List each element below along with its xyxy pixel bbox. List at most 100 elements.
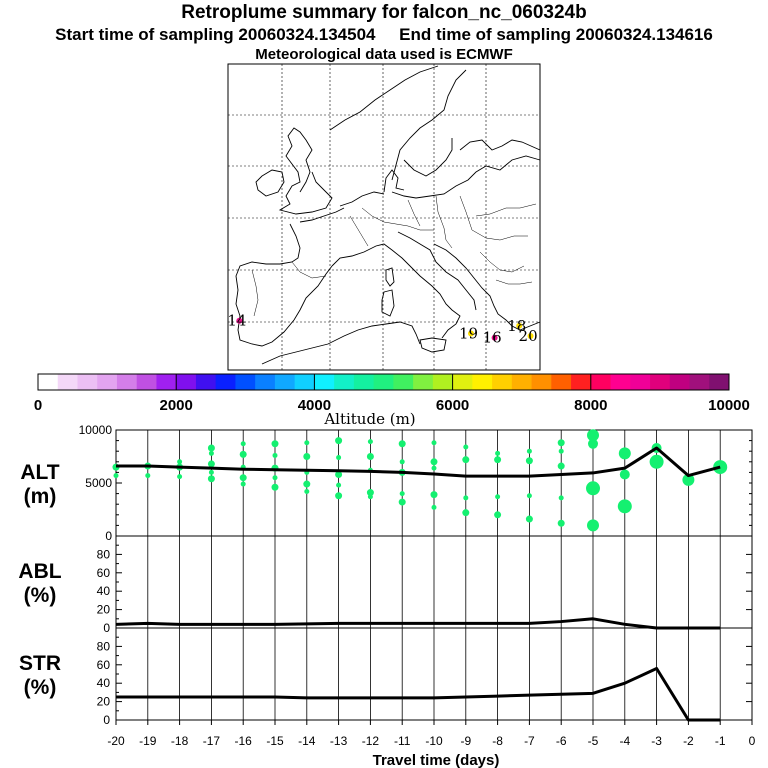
alt-spread-point <box>399 491 405 497</box>
x-axis-tick-label: -1 <box>715 734 726 748</box>
str-panel: 80 60 40 20 0 STR (%) <box>19 627 753 727</box>
alt-spread-point <box>494 511 502 519</box>
alt-spread-point <box>272 475 278 481</box>
colorbar-swatch <box>531 374 552 390</box>
map-trajectory-marker <box>516 322 523 329</box>
abl-panel-label-line: ABL <box>18 560 61 583</box>
alt-spread-point <box>525 515 533 523</box>
map-trajectory-label: 19 <box>459 324 478 342</box>
alt-spread-point <box>588 438 598 449</box>
alt-spread-point <box>271 440 279 448</box>
colorbar-swatch <box>669 374 690 390</box>
colorbar-swatch <box>590 374 611 390</box>
x-axis-tick-label: -14 <box>298 734 316 748</box>
map-trajectory-label: 16 <box>483 329 502 347</box>
alt-spread-point <box>649 454 664 469</box>
alt-spread-point <box>335 437 343 445</box>
alt-spread-point <box>526 448 532 454</box>
alt-spread-point <box>431 465 437 471</box>
str-panel-label-line: (%) <box>24 676 57 699</box>
alt-spread-point <box>587 519 599 532</box>
colorbar-swatch <box>334 374 355 390</box>
x-axis-tick-label: -11 <box>394 734 411 748</box>
map-trajectory-label: 20 <box>519 327 538 345</box>
colorbar-swatch <box>353 374 375 390</box>
alt-panel-label-line: ALT <box>20 461 59 484</box>
alt-spread-point <box>272 452 278 458</box>
abl-panel-label-line: (%) <box>24 584 57 607</box>
colorbar-swatch <box>57 374 78 390</box>
colorbar-swatch <box>97 374 118 390</box>
alt-spread-point <box>525 457 533 465</box>
map-trajectory-marker <box>236 317 243 324</box>
colorbar-tick-label: 2000 <box>160 397 193 414</box>
colorbar-swatch <box>551 374 572 390</box>
alt-spread-point <box>208 469 214 475</box>
colorbar-swatch <box>432 374 453 390</box>
alt-spread-point <box>271 483 279 491</box>
alt-spread-point <box>586 481 600 496</box>
x-axis-label: Travel time (days) <box>373 752 500 768</box>
colorbar-swatch <box>255 374 276 390</box>
alt-spread-point <box>587 429 599 442</box>
alt-y-tick-label: 10000 <box>79 423 113 437</box>
abl-y-tick-label: 80 <box>97 547 111 561</box>
map-trajectory-marker <box>467 330 474 337</box>
alt-spread-point <box>430 491 438 499</box>
colorbar-swatch <box>472 374 493 390</box>
alt-spread-point <box>430 458 438 466</box>
colorbar-swatch <box>630 374 651 390</box>
colorbar-swatch <box>274 374 296 390</box>
alt-spread-point <box>207 475 215 483</box>
colorbar-swatch <box>610 374 631 390</box>
alt-spread-point <box>495 494 501 500</box>
alt-spread-point <box>682 473 695 486</box>
abl-y-tick-label: 20 <box>97 603 111 617</box>
x-axis-tick-label: -2 <box>683 734 694 748</box>
alt-median-line <box>116 446 721 478</box>
end-time: End time of sampling 20060324.134616 <box>399 25 713 44</box>
colorbar-swatch <box>452 374 473 390</box>
met-data-note: Meteorological data used is ECMWF <box>255 46 513 63</box>
x-axis-tick-label: -8 <box>492 734 503 748</box>
x-axis-tick-label: -15 <box>266 734 284 748</box>
colorbar-swatch <box>294 374 315 390</box>
colorbar-swatch <box>38 374 59 390</box>
alt-spread-point <box>240 481 246 487</box>
alt-y-tick-label: 0 <box>105 529 112 543</box>
x-axis-tick-label: -4 <box>619 734 630 748</box>
map-graticule <box>228 64 540 370</box>
alt-spread-point <box>618 447 631 460</box>
colorbar-swatch <box>235 374 256 390</box>
x-axis-tick-label: -19 <box>139 734 157 748</box>
alt-spread-point <box>303 480 311 488</box>
x-axis-tick-label: -5 <box>588 734 599 748</box>
alt-spread-point <box>207 444 215 452</box>
alt-spread-point <box>463 495 469 501</box>
alt-spread-point <box>303 453 311 460</box>
alt-spread-point <box>239 474 247 482</box>
alt-spread-point <box>431 440 437 446</box>
alt-y-tick-label: 5000 <box>85 476 112 490</box>
alt-spread-point <box>207 460 215 468</box>
alt-spread-point <box>463 444 469 450</box>
x-axis-tick-label: -10 <box>425 734 443 748</box>
map-trajectory-label: 14 <box>227 312 246 330</box>
x-axis-tick-label: -9 <box>460 734 471 748</box>
altitude-colorbar: 0 2000 4000 6000 8000 10000 <box>34 373 750 414</box>
alt-spread-point <box>113 473 119 479</box>
colorbar-tick-label: 6000 <box>436 397 469 414</box>
colorbar-swatch <box>571 374 592 390</box>
colorbar-swatch <box>709 374 730 390</box>
alt-spread-point <box>335 471 343 479</box>
alt-spread-point <box>462 509 470 517</box>
x-axis-tick-label: -20 <box>107 734 125 748</box>
alt-spread-point <box>240 441 246 447</box>
alt-spread-point <box>208 450 214 456</box>
colorbar-swatch <box>136 374 157 390</box>
alt-spread-point <box>495 450 501 456</box>
colorbar-swatch <box>492 374 513 390</box>
alt-spread-point <box>398 498 406 506</box>
